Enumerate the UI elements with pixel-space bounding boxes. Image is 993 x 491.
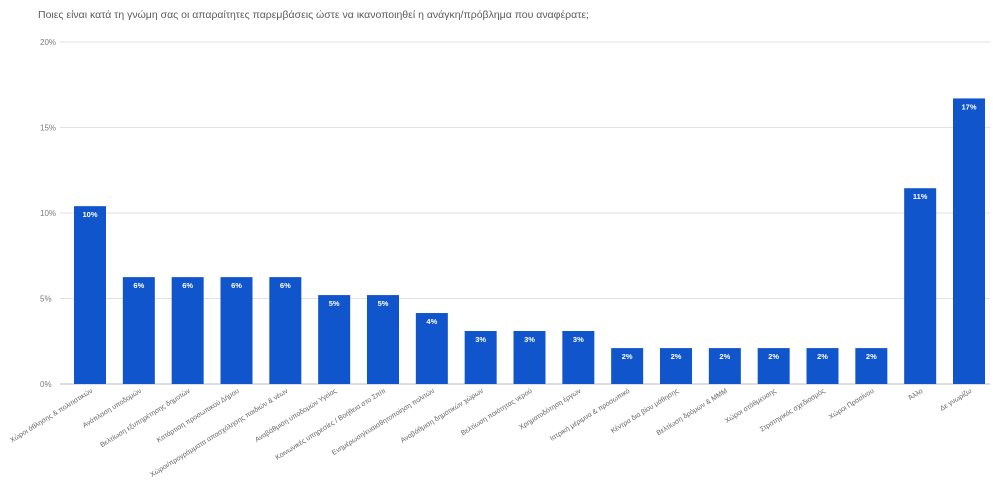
x-tick-label: Αναβάθμιση δημοτικών χώρων [399,387,485,445]
y-tick-label: 10% [40,209,56,218]
data-label: 6% [182,281,193,290]
data-label: 2% [817,352,828,361]
bar [269,277,302,384]
data-label: 2% [719,352,730,361]
data-label: 2% [622,352,633,361]
data-label: 3% [573,335,584,344]
x-tick-label: Βελτίωση εξυπηρέτησης δημοτών [99,387,192,449]
data-label: 4% [426,317,437,326]
data-label: 5% [329,299,340,308]
data-label: 17% [961,102,976,111]
y-tick-label: 0% [40,380,52,389]
data-label: 2% [768,352,779,361]
bar [318,295,351,384]
bar [220,277,253,384]
bar [953,98,985,385]
data-label: 10% [82,210,97,219]
chart-title: Ποιες είναι κατά τη γνώμη σας οι απαραίτ… [38,9,589,21]
data-label: 6% [280,281,291,290]
data-labels: 10% 6% 6% 6% 6% 5% 5% 4% 3% 3% 3% 2% 2% 2% 2% 2% 2% 11% 17… [82,102,976,361]
data-label: 2% [671,352,682,361]
data-label: 3% [524,335,535,344]
x-tick-label: Δε γνωρίζω [938,387,973,413]
bar [660,348,692,384]
bar [806,348,839,384]
bar [171,277,204,384]
bar [367,295,399,384]
bar [562,330,595,384]
x-tick-label: Αναβάθμιση υποδομών Υγείας [254,387,339,444]
y-axis-ticks: 0% 5% 10% 15% 20% [40,38,56,389]
bar [513,330,546,384]
x-tick-label: Ενημέρωση/ευαισθητοποίηση πολιτών [330,387,436,457]
bar [855,348,888,384]
bar [415,313,448,384]
data-label: 5% [378,299,389,308]
bar [464,330,497,384]
x-tick-label: Χώροι στάθμευσης [723,387,778,425]
x-tick-label: Ιατρική μέριμνα & προσωπικό [549,387,632,443]
x-tick-label: Κατάρτιση προσωπικού Δήμου [155,387,240,444]
bar [611,348,644,384]
y-tick-label: 5% [40,295,52,304]
y-tick-label: 15% [40,124,56,133]
bar [708,348,741,384]
data-label: 6% [133,281,144,290]
data-label: 11% [913,192,928,201]
y-tick-label: 20% [40,38,56,47]
data-label: 6% [231,281,242,290]
x-tick-label: Χώροι Πρασίνου [827,387,875,421]
bar [904,188,937,384]
bar [757,348,790,384]
data-label: 2% [866,352,877,361]
bars [74,98,985,385]
bar [74,206,106,384]
data-label: 3% [475,335,486,344]
x-tick-label: Χώροι άθλησης & πολιτιστικών [9,387,95,445]
bar [122,277,155,384]
x-tick-label: Άλλο [907,388,924,402]
